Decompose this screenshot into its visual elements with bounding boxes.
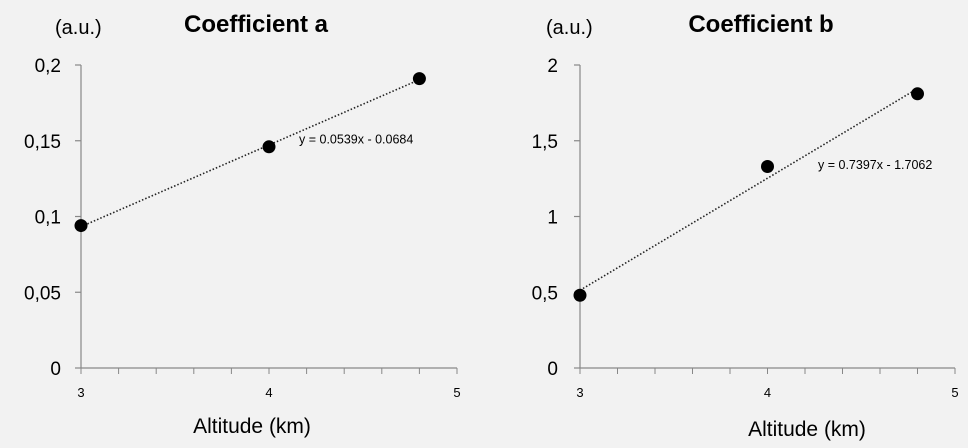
data-point bbox=[761, 160, 774, 174]
trendline bbox=[579, 87, 918, 291]
y-tick-label: 0,5 bbox=[532, 283, 558, 304]
chart-panel-2 bbox=[573, 64, 956, 374]
data-point bbox=[911, 87, 924, 101]
data-point bbox=[74, 219, 88, 233]
trendline-equation: y = 0.7397x - 1.7062 bbox=[818, 158, 932, 172]
x-tick-label: 5 bbox=[453, 385, 460, 400]
chart-panel-1 bbox=[74, 64, 458, 374]
y-axis-unit-label: (a.u.) bbox=[55, 17, 102, 39]
y-tick-label: 0,1 bbox=[35, 208, 61, 229]
x-tick-label: 4 bbox=[265, 385, 272, 400]
y-tick-label: 2 bbox=[547, 56, 558, 77]
x-tick-label: 3 bbox=[77, 385, 84, 400]
trendline bbox=[80, 78, 420, 228]
trendline-equation: y = 0.0539x - 0.0684 bbox=[299, 133, 413, 147]
y-tick-label: 1,5 bbox=[532, 132, 558, 153]
x-tick-label: 4 bbox=[764, 385, 771, 400]
y-tick-label: 0,2 bbox=[35, 56, 61, 77]
data-point bbox=[573, 288, 587, 302]
y-tick-label: 0 bbox=[50, 359, 61, 380]
y-axis-unit-label: (a.u.) bbox=[546, 17, 593, 39]
y-tick-label: 0 bbox=[547, 359, 558, 380]
x-tick-label: 3 bbox=[576, 385, 583, 400]
data-point bbox=[412, 72, 426, 86]
chart-title: Coefficient a bbox=[184, 11, 329, 38]
chart-title: Coefficient b bbox=[688, 11, 833, 38]
y-tick-label: 1 bbox=[547, 208, 558, 229]
x-axis-label: Altitude (km) bbox=[748, 418, 866, 441]
x-tick-label: 5 bbox=[951, 385, 958, 400]
x-axis-label: Altitude (km) bbox=[193, 415, 311, 438]
y-tick-label: 0,15 bbox=[24, 132, 61, 153]
data-point bbox=[262, 140, 276, 154]
y-tick-label: 0,05 bbox=[24, 283, 61, 304]
